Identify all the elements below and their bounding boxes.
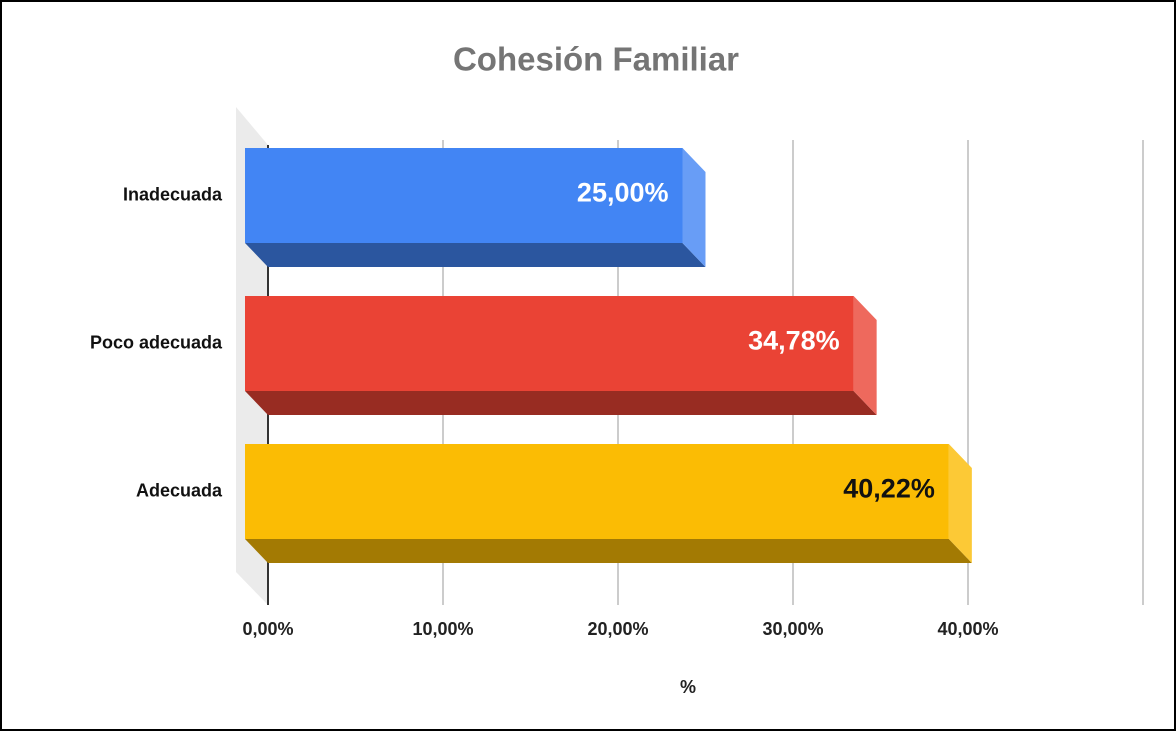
bar-side: [682, 148, 706, 267]
bar-bottom: [245, 243, 706, 267]
y-tick-label: Adecuada: [136, 480, 223, 500]
x-tick-label: 20,00%: [587, 619, 648, 639]
data-label: 25,00%: [577, 178, 669, 208]
data-label: 34,78%: [748, 326, 840, 356]
x-tick-label: 30,00%: [762, 619, 823, 639]
bar-bottom: [245, 391, 877, 415]
bar: [245, 444, 949, 539]
x-axis-title: %: [680, 677, 696, 697]
y-tick-label: Poco adecuada: [90, 332, 223, 352]
data-label: 40,22%: [843, 474, 935, 504]
x-tick-label: 10,00%: [412, 619, 473, 639]
y-tick-label: Inadecuada: [123, 184, 223, 204]
x-tick-label: 0,00%: [242, 619, 293, 639]
bar: [245, 296, 854, 391]
chart-title: Cohesión Familiar: [453, 41, 739, 78]
bar-bottom: [245, 539, 972, 563]
bar-side: [853, 296, 877, 415]
bar: [245, 148, 683, 243]
x-tick-label: 40,00%: [937, 619, 998, 639]
bar-side: [948, 444, 972, 563]
